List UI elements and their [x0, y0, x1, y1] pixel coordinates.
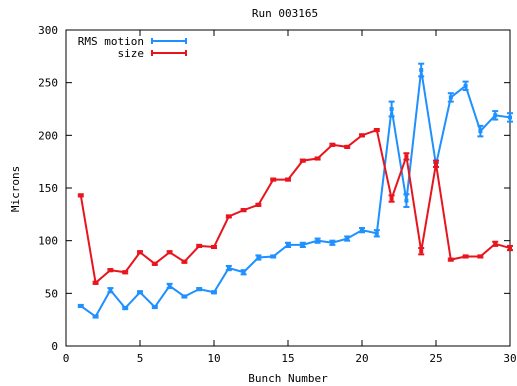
data-point [241, 270, 246, 275]
x-tick-label: 25 [429, 352, 442, 365]
data-point [93, 314, 98, 319]
y-axis-label: Microns [9, 166, 22, 212]
data-point [478, 129, 483, 134]
data-point [197, 287, 202, 292]
y-tick-label: 300 [38, 24, 58, 37]
series-size [77, 128, 513, 285]
data-point [271, 254, 276, 259]
legend-label: RMS motion [78, 35, 144, 48]
x-tick-label: 10 [207, 352, 220, 365]
data-point [123, 306, 128, 311]
x-axis-label: Bunch Number [248, 372, 328, 385]
data-point [404, 198, 409, 203]
data-point [182, 294, 187, 299]
data-point [374, 128, 379, 133]
data-point [345, 236, 350, 241]
data-point [345, 144, 350, 149]
data-point [508, 246, 512, 251]
plot-frame [65, 29, 511, 347]
data-point [330, 142, 335, 147]
data-point [493, 113, 498, 118]
x-tick-label: 5 [137, 352, 144, 365]
data-point [463, 254, 468, 259]
y-tick-label: 200 [38, 129, 58, 142]
data-point [389, 196, 394, 201]
data-point [493, 241, 498, 246]
data-point [419, 68, 424, 73]
x-tick-label: 0 [63, 352, 70, 365]
data-point [478, 254, 483, 259]
data-point [315, 238, 320, 243]
data-point [419, 249, 424, 254]
series-line [80, 69, 511, 318]
x-tick-label: 30 [503, 352, 516, 365]
x-tick-label: 20 [355, 352, 368, 365]
data-point [271, 177, 276, 182]
data-point [508, 115, 512, 120]
data-point [389, 107, 394, 111]
data-point [463, 83, 468, 88]
data-point [167, 283, 172, 288]
data-point [360, 228, 364, 233]
data-point [167, 250, 172, 255]
series-line [79, 128, 511, 285]
data-point [93, 280, 98, 285]
data-point [434, 161, 438, 166]
data-point [123, 270, 128, 275]
chart-title: Run 003165 [252, 7, 318, 20]
legend-swatch [151, 38, 187, 44]
data-point [138, 250, 142, 255]
data-point [374, 231, 379, 236]
data-point [78, 303, 83, 308]
data-point [330, 240, 335, 245]
data-point [256, 202, 261, 207]
data-point [241, 208, 246, 213]
data-point [404, 154, 409, 159]
data-point [300, 242, 305, 247]
y-tick-label: 100 [38, 235, 58, 248]
y-tick-label: 50 [45, 287, 58, 300]
data-point [152, 261, 157, 266]
data-point [108, 288, 113, 293]
data-point [286, 242, 290, 247]
data-point [226, 214, 231, 219]
x-tick-label: 15 [281, 352, 294, 365]
data-point [108, 268, 113, 273]
data-point [212, 244, 216, 249]
data-point [256, 255, 261, 260]
data-point [138, 290, 142, 295]
data-point [315, 156, 320, 161]
data-point [300, 158, 305, 163]
legend-swatch [151, 50, 187, 56]
data-point [152, 305, 157, 310]
data-point [286, 177, 290, 182]
data-point [448, 95, 453, 100]
data-point [360, 133, 364, 138]
y-tick-label: 250 [38, 77, 58, 90]
y-tick-label: 0 [51, 340, 58, 353]
data-point [197, 243, 202, 248]
data-point [448, 257, 453, 262]
legend-label: size [118, 47, 145, 60]
y-tick-label: 150 [38, 182, 58, 195]
data-point [226, 266, 231, 271]
data-point [182, 259, 187, 264]
data-point [212, 290, 216, 295]
series-rms-motion [77, 62, 513, 319]
data-point [78, 193, 83, 198]
